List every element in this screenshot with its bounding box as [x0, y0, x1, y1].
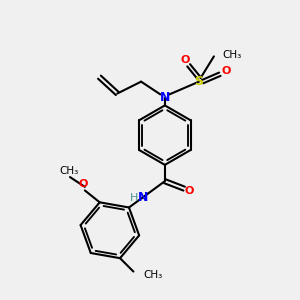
- Text: CH₃: CH₃: [143, 269, 163, 280]
- Text: N: N: [160, 92, 170, 104]
- Text: CH₃: CH₃: [59, 166, 78, 176]
- Text: O: O: [222, 66, 231, 76]
- Text: O: O: [79, 179, 88, 189]
- Text: O: O: [185, 186, 194, 196]
- Text: H: H: [130, 193, 138, 203]
- Text: CH₃: CH₃: [223, 50, 242, 60]
- Text: S: S: [194, 75, 203, 88]
- Text: N: N: [137, 191, 148, 204]
- Text: O: O: [181, 55, 190, 65]
